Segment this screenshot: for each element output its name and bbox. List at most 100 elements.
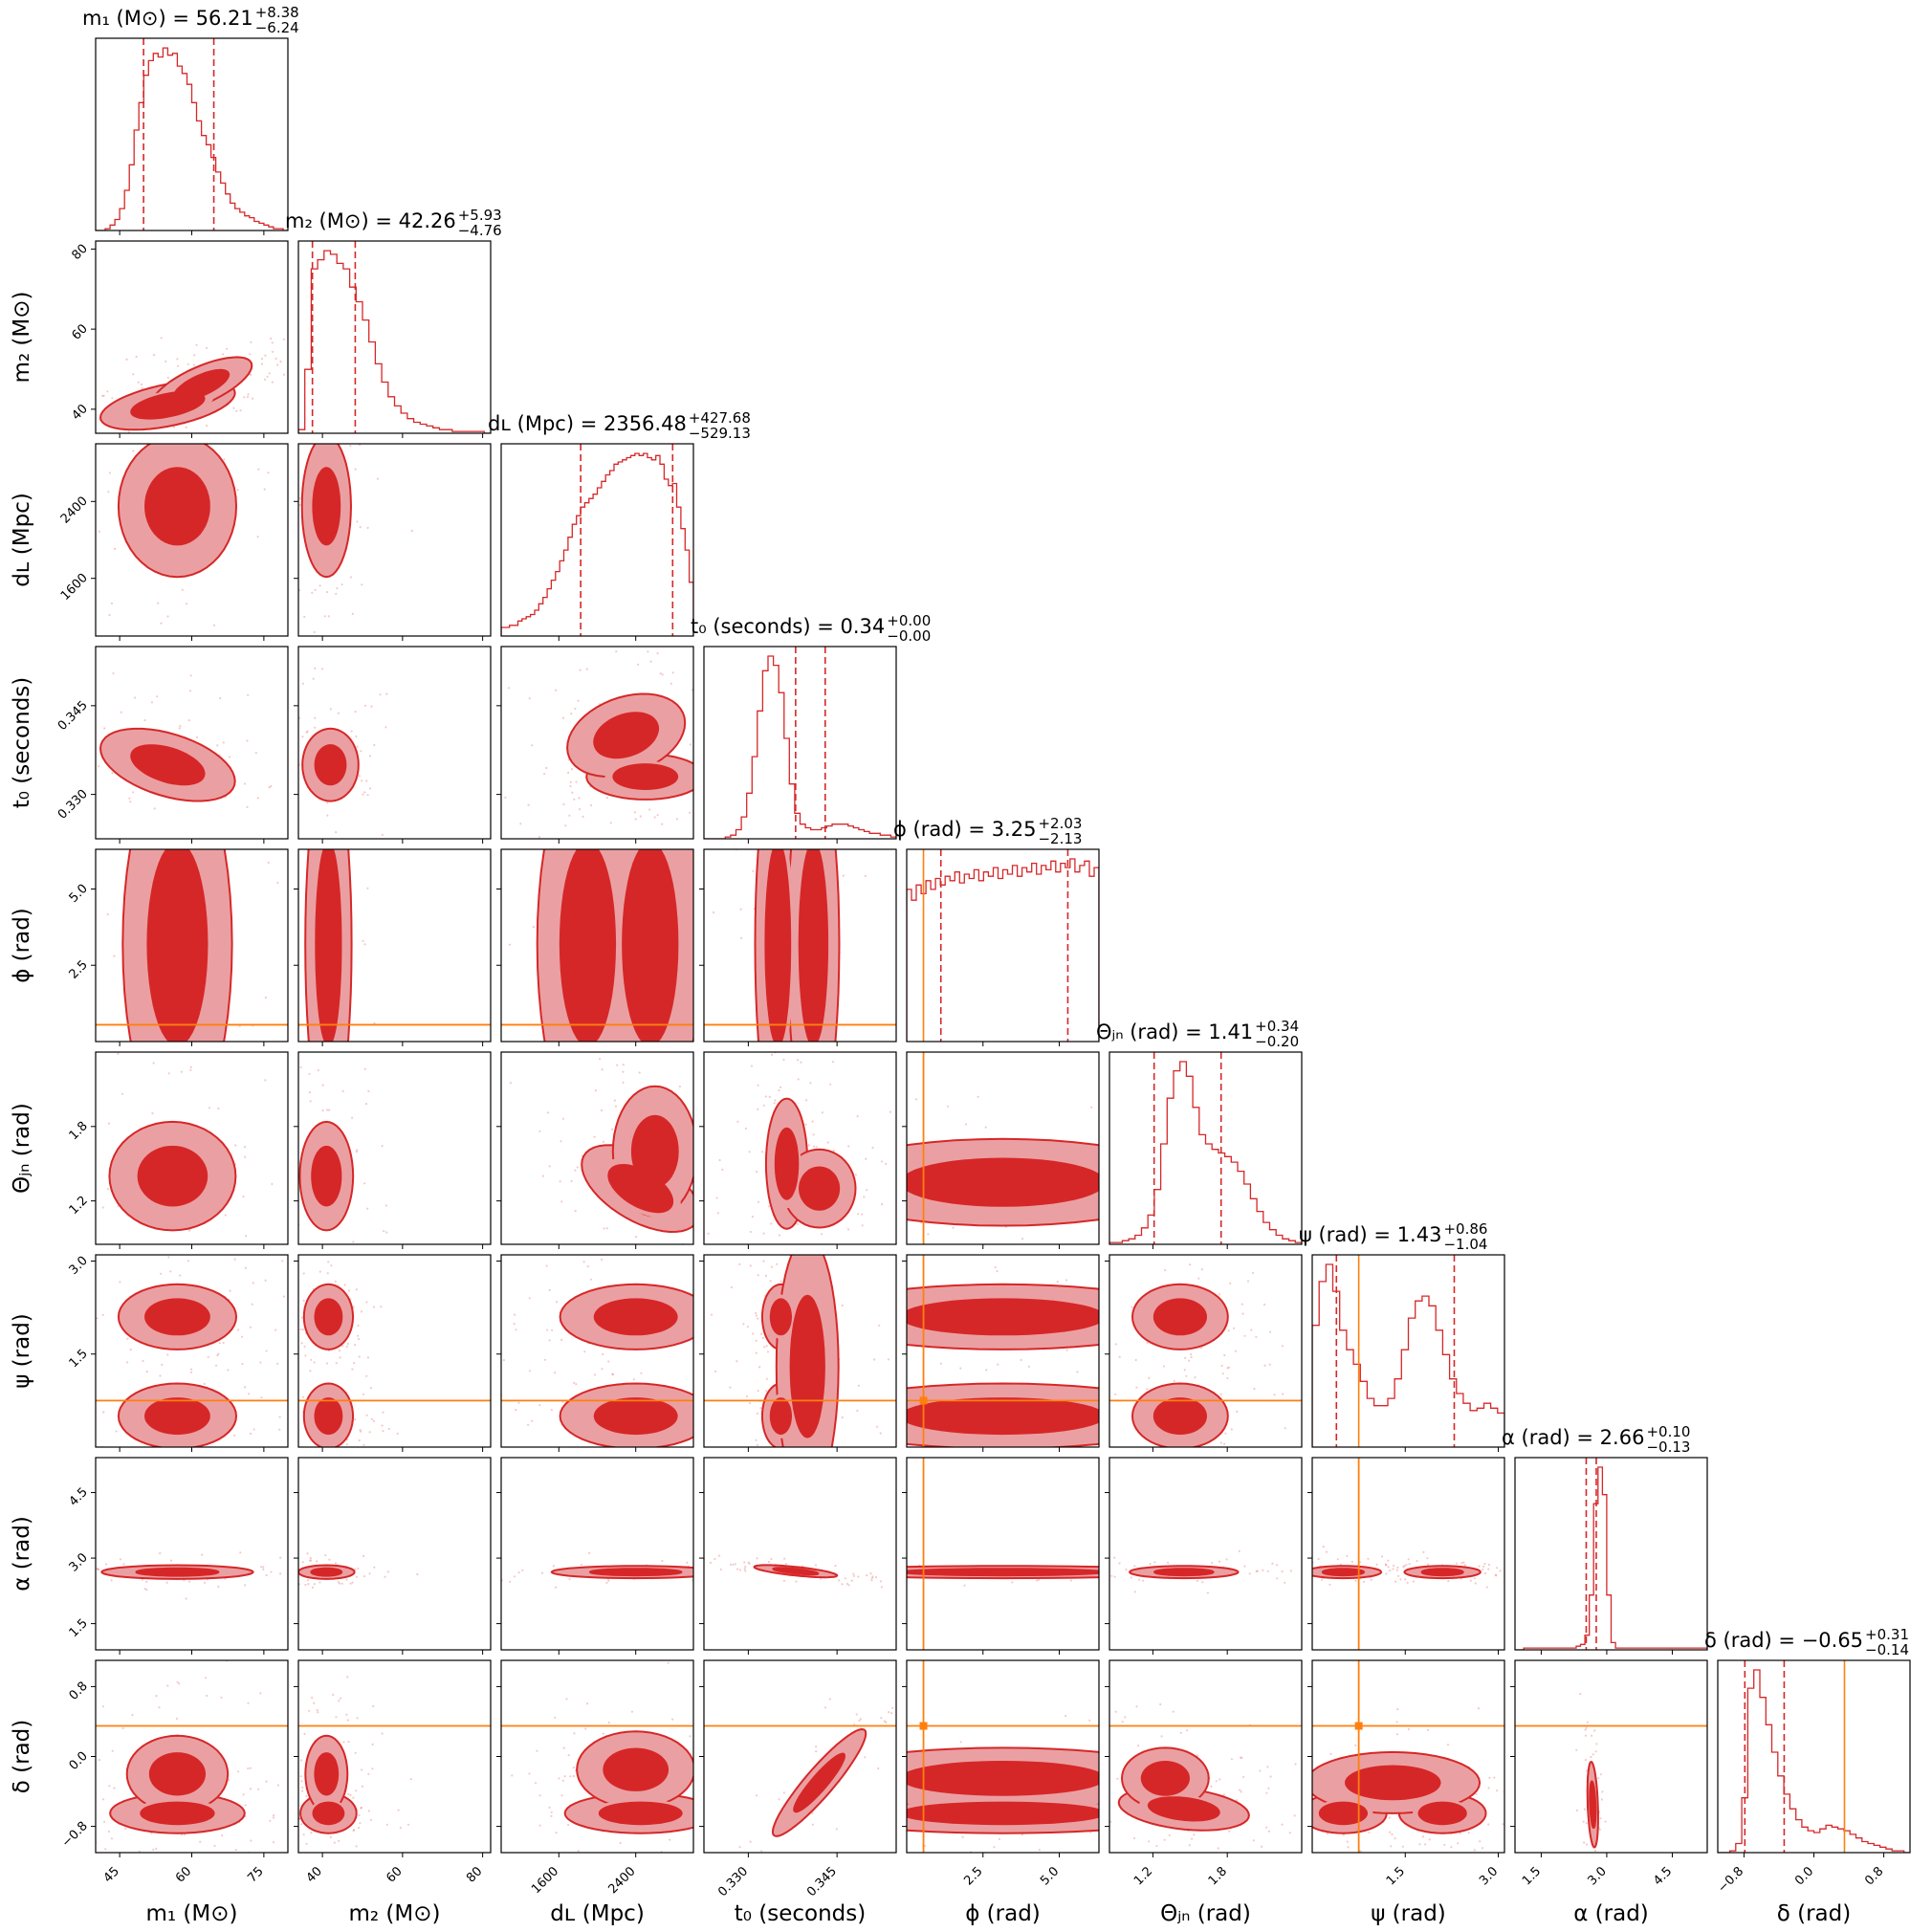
sample-point <box>102 394 105 397</box>
sample-point <box>363 704 366 707</box>
sample-point <box>248 1393 251 1395</box>
sample-point <box>509 1082 513 1085</box>
sample-point <box>1395 1733 1398 1736</box>
sample-point <box>318 1889 320 1891</box>
sample-point <box>1145 1459 1147 1460</box>
sample-point <box>433 747 435 749</box>
sample-point <box>1113 1575 1116 1578</box>
sample-point <box>235 409 238 412</box>
sample-point <box>579 669 582 671</box>
sample-point <box>259 1566 263 1569</box>
sample-point <box>371 1743 374 1745</box>
sample-point <box>349 1582 352 1585</box>
sample-point <box>309 1370 312 1372</box>
sample-point <box>101 1705 104 1708</box>
sample-point <box>736 1120 739 1123</box>
panel-content <box>96 38 288 231</box>
sample-point <box>845 1582 849 1586</box>
sample-point <box>195 343 198 346</box>
sample-point <box>79 469 81 471</box>
sample-point <box>311 1696 314 1700</box>
sample-point <box>502 1359 506 1362</box>
panel-frame <box>297 240 492 434</box>
sample-point <box>1271 1562 1274 1565</box>
sample-point <box>179 725 182 728</box>
contour-inner <box>907 1568 1099 1577</box>
sample-point <box>1215 1461 1217 1463</box>
sample-point <box>159 1374 162 1377</box>
sample-point <box>85 830 87 832</box>
sample-point <box>538 1404 541 1407</box>
sample-point <box>330 1264 333 1267</box>
y-tick-label: 0.0 <box>67 1749 91 1773</box>
sample-point <box>145 1580 148 1583</box>
sample-point <box>264 1848 266 1850</box>
sample-point <box>939 1362 943 1365</box>
sample-point <box>1350 1560 1353 1563</box>
sample-point <box>349 576 352 579</box>
contour-inner <box>1589 1780 1597 1829</box>
x-tick-label: 0.0 <box>1792 1864 1816 1888</box>
sample-point <box>997 1363 999 1366</box>
sample-point <box>1256 1570 1259 1572</box>
sample-point <box>1455 1562 1458 1565</box>
sample-point <box>1503 1855 1504 1856</box>
sample-point <box>647 810 648 812</box>
sample-point <box>784 1562 788 1566</box>
sample-point <box>109 719 111 721</box>
sample-point <box>761 1840 763 1842</box>
sample-point <box>708 1146 710 1148</box>
sample-point <box>239 1551 242 1554</box>
sample-point <box>881 1160 884 1163</box>
sample-point <box>165 1105 166 1107</box>
sample-point <box>374 701 376 703</box>
sample-point <box>257 767 259 769</box>
sample-point <box>1118 1355 1121 1358</box>
sample-point <box>60 430 62 432</box>
sample-point <box>1174 1263 1175 1265</box>
sample-point <box>1402 1566 1405 1569</box>
sample-point <box>1253 1788 1255 1789</box>
contour-inner <box>1344 1765 1441 1801</box>
sample-point <box>166 376 169 379</box>
panel-dL-psi <box>496 1254 694 1455</box>
sample-point <box>300 1681 302 1683</box>
sample-point <box>716 1791 718 1793</box>
sample-point <box>649 1453 651 1455</box>
panel-content <box>1312 1255 1504 1447</box>
sample-point <box>761 1151 764 1153</box>
sample-point <box>113 547 117 551</box>
sample-point <box>1265 1733 1267 1735</box>
sample-point <box>887 1568 889 1570</box>
sample-point <box>271 1451 273 1453</box>
sample-point <box>98 530 100 533</box>
sample-point <box>723 1572 725 1574</box>
sample-point <box>1522 1780 1524 1782</box>
sample-point <box>371 1767 374 1770</box>
sample-point <box>226 347 229 350</box>
sample-point <box>844 1093 845 1095</box>
sample-point <box>759 1407 762 1410</box>
sample-point <box>335 1252 337 1254</box>
sample-point <box>1277 1752 1279 1754</box>
sample-point <box>278 1416 281 1418</box>
sample-point <box>1173 1379 1175 1382</box>
sample-point <box>119 1281 121 1284</box>
sample-point <box>764 1095 767 1098</box>
sample-point <box>897 1279 899 1281</box>
sample-point <box>320 712 322 714</box>
sample-point <box>104 1848 107 1851</box>
x-tick-label: 1.8 <box>1206 1864 1230 1888</box>
sample-point <box>586 1702 589 1705</box>
sample-point <box>368 755 372 757</box>
sample-point <box>291 342 293 344</box>
sample-point <box>1306 1771 1307 1773</box>
sample-point <box>869 1468 871 1470</box>
sample-point <box>231 1072 233 1074</box>
sample-point <box>1293 1814 1296 1817</box>
sample-point <box>64 1575 66 1577</box>
sample-point <box>713 1577 714 1579</box>
panel-frame <box>703 1659 897 1854</box>
sample-point <box>302 1272 305 1275</box>
sample-point <box>295 1186 296 1188</box>
